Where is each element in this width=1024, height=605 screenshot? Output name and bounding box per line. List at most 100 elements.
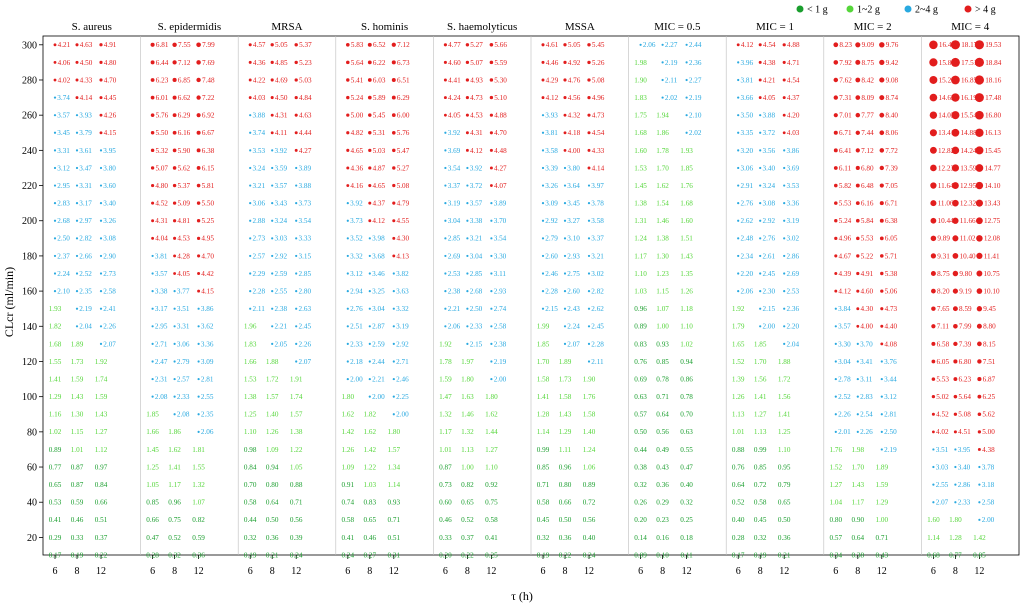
data-point-label: 2.58	[982, 499, 995, 507]
x-tick-label: 12	[486, 566, 496, 577]
data-point-label: 6.81	[156, 41, 169, 49]
data-point-label: 6.05	[936, 358, 949, 366]
data-point-marker	[150, 131, 155, 135]
data-point-label: 0.51	[388, 534, 401, 542]
data-point-label: 0.38	[634, 463, 647, 471]
data-point-label: 1.46	[461, 411, 474, 419]
data-point-marker	[834, 377, 837, 381]
data-point-marker	[834, 272, 838, 275]
data-point-marker	[737, 78, 740, 82]
data-point-label: 1.52	[732, 358, 745, 366]
data-point-marker	[685, 61, 688, 64]
data-point-label: 0.88	[290, 481, 303, 489]
data-point-marker	[270, 96, 274, 100]
data-point-label: 0.58	[537, 499, 550, 507]
data-point-label: 2.75	[567, 270, 580, 278]
panel-title: MRSA	[271, 21, 302, 33]
data-point-label: 2.61	[763, 252, 776, 260]
data-point-marker	[271, 184, 274, 187]
data-point-marker	[75, 166, 79, 170]
data-point-label: 1.59	[439, 375, 452, 383]
data-point-marker	[587, 113, 591, 117]
data-point-marker	[294, 60, 298, 65]
data-point-label: 6.38	[885, 217, 898, 225]
data-point-label: 1.03	[364, 481, 377, 489]
data-point-label: 11.66	[960, 217, 976, 225]
data-point-label: 2.76	[350, 305, 363, 313]
data-point-label: 0.40	[732, 516, 745, 524]
data-point-label: 1.42	[364, 446, 377, 454]
data-point-label: 0.85	[146, 499, 159, 507]
data-point-label: 4.13	[396, 252, 409, 260]
data-point-marker	[173, 236, 177, 240]
data-point-label: 3.78	[591, 200, 604, 208]
data-point-label: 4.60	[448, 59, 461, 67]
x-tick-label: 6	[150, 566, 155, 577]
data-point-label: 0.76	[732, 463, 745, 471]
data-point-marker	[172, 77, 177, 83]
data-point-label: 1.62	[168, 446, 181, 454]
data-point-marker	[737, 166, 740, 170]
data-point-marker	[99, 184, 103, 187]
data-point-label: 3.54	[494, 235, 507, 243]
data-point-marker	[976, 235, 983, 242]
data-point-label: 12.82	[938, 147, 955, 155]
data-point-marker	[53, 202, 57, 205]
data-point-marker	[53, 272, 57, 275]
data-point-marker	[295, 290, 298, 293]
data-point-label: 1.70	[852, 463, 865, 471]
data-point-marker	[931, 306, 936, 311]
data-point-marker	[75, 237, 79, 240]
data-point-label: 1.17	[439, 428, 452, 436]
data-point-label: 1.70	[754, 358, 767, 366]
data-point-label: 0.53	[49, 499, 62, 507]
data-point-label: 2.88	[253, 217, 266, 225]
data-point-label: 1.29	[559, 428, 572, 436]
data-point-label: 4.22	[253, 76, 266, 84]
data-point-label: 1.98	[634, 59, 647, 67]
data-point-marker	[367, 78, 372, 82]
data-point-marker	[270, 113, 274, 117]
data-point-marker	[249, 254, 252, 258]
data-point-label: 0.85	[656, 358, 669, 366]
data-point-marker	[880, 254, 884, 258]
data-point-label: 3.19	[787, 217, 800, 225]
data-point-marker	[367, 95, 372, 100]
data-point-label: 1.53	[244, 375, 257, 383]
data-point-marker	[346, 60, 350, 65]
data-point-label: 5.82	[839, 182, 852, 190]
data-point-label: 4.71	[787, 59, 800, 67]
data-point-label: 17.48	[985, 94, 1002, 102]
data-point-label: 2.19	[494, 358, 507, 366]
data-point-label: 1.03	[634, 288, 647, 296]
data-point-marker	[75, 307, 79, 310]
data-point-marker	[75, 184, 79, 187]
legend-swatch	[846, 5, 854, 13]
data-point-marker	[952, 199, 959, 207]
data-point-marker	[151, 342, 154, 345]
data-point-marker	[782, 113, 786, 117]
data-point-label: 0.47	[146, 534, 159, 542]
data-point-marker	[953, 341, 958, 347]
data-point-label: 0.46	[364, 534, 377, 542]
data-point-label: 0.65	[49, 481, 62, 489]
y-tick-label: 280	[22, 75, 37, 86]
data-point-label: 3.06	[253, 200, 266, 208]
data-point-label: 3.47	[79, 164, 92, 172]
data-point-label: 1.70	[656, 164, 669, 172]
data-point-label: 1.92	[439, 340, 452, 348]
data-point-label: 5.32	[156, 147, 169, 155]
data-point-marker	[294, 43, 298, 47]
data-point-label: 3.78	[982, 463, 995, 471]
data-point-label: 17.51	[961, 59, 978, 67]
data-point-label: 2.07	[299, 358, 312, 366]
data-point-label: 2.30	[763, 288, 776, 296]
data-point-label: 1.14	[537, 428, 550, 436]
data-point-label: 0.83	[634, 340, 647, 348]
data-point-label: 3.09	[201, 358, 214, 366]
data-point-label: 3.31	[177, 323, 190, 331]
data-point-marker	[444, 325, 447, 328]
data-point-label: 2.10	[57, 288, 70, 296]
data-point-marker	[490, 219, 493, 222]
data-point-marker	[465, 78, 470, 82]
